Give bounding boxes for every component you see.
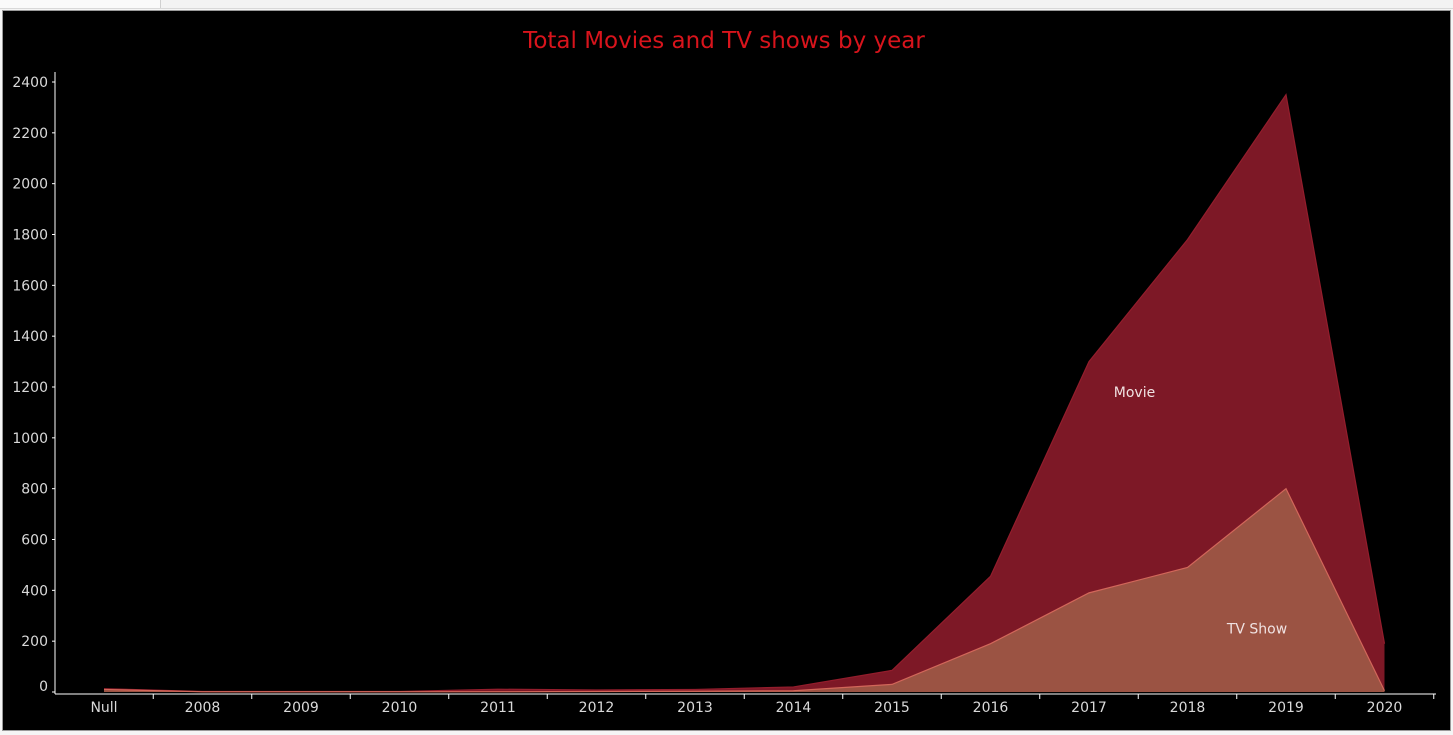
window-top-strip bbox=[0, 0, 1453, 9]
x-tick-label: 2010 bbox=[382, 700, 418, 716]
x-tick-label: Null bbox=[90, 700, 117, 716]
chart-canvas: Total Movies and TV shows by year 0 200 40… bbox=[2, 10, 1451, 731]
area-edge-tv-show bbox=[103, 487, 1386, 693]
y-tick-label: 200 bbox=[21, 634, 48, 650]
x-tick-label: 2018 bbox=[1170, 700, 1206, 716]
x-tick-label: 2016 bbox=[973, 700, 1009, 716]
x-tick-label: 2014 bbox=[776, 700, 812, 716]
y-tick-label: 2200 bbox=[12, 126, 48, 142]
chart-areas bbox=[103, 93, 1386, 693]
y-tick-label: 800 bbox=[21, 482, 48, 498]
y-tick-label: 2000 bbox=[12, 177, 48, 193]
y-tick-label: 0 bbox=[39, 679, 48, 695]
x-tick-label: 2012 bbox=[579, 700, 615, 716]
area-movie[interactable] bbox=[104, 94, 1385, 692]
y-tick-label: 2400 bbox=[12, 75, 48, 91]
x-tick-label: 2015 bbox=[874, 700, 910, 716]
y-tick-label: 1600 bbox=[12, 278, 48, 294]
chart-axes: 0 200 400 600 800 1000 1200 1400 1600 1800 2000 220… bbox=[12, 72, 1436, 716]
x-tick-label: 2020 bbox=[1367, 700, 1403, 716]
series-label-tv-show: TV Show bbox=[1226, 621, 1287, 637]
sheet-tab-stub[interactable] bbox=[0, 0, 161, 8]
y-tick-label: 1200 bbox=[12, 380, 48, 396]
x-tick-label: 2019 bbox=[1268, 700, 1304, 716]
y-tick-label: 1800 bbox=[12, 228, 48, 244]
area-chart: Total Movies and TV shows by year 0 200 40… bbox=[12, 28, 1436, 716]
y-tick-label: 1400 bbox=[12, 329, 48, 345]
x-tick-label: 2011 bbox=[480, 700, 516, 716]
area-tv-show[interactable] bbox=[104, 488, 1385, 692]
y-tick-label: 600 bbox=[21, 533, 48, 549]
series-label-movie: Movie bbox=[1114, 385, 1155, 401]
x-tick-label: 2013 bbox=[677, 700, 713, 716]
chart-title: Total Movies and TV shows by year bbox=[522, 28, 925, 54]
x-tick-label: 2008 bbox=[185, 700, 221, 716]
chart-series-labels: TV Show Movie bbox=[1114, 385, 1287, 637]
x-tick-label: 2009 bbox=[283, 700, 319, 716]
x-tick-label: 2017 bbox=[1071, 700, 1107, 716]
y-tick-label: 1000 bbox=[12, 431, 48, 447]
y-tick-label: 400 bbox=[21, 583, 48, 599]
